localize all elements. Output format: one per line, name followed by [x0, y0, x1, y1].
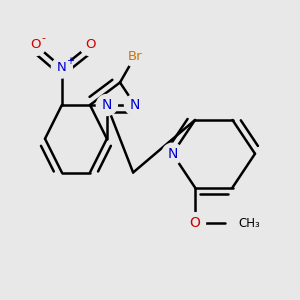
Text: O: O — [190, 216, 200, 230]
Text: O: O — [85, 38, 95, 52]
Text: N: N — [130, 98, 140, 112]
Circle shape — [184, 213, 206, 234]
Text: -: - — [42, 33, 46, 43]
Circle shape — [51, 57, 72, 78]
Text: Br: Br — [128, 50, 142, 63]
Circle shape — [124, 94, 146, 116]
Circle shape — [124, 46, 146, 67]
Text: CH₃: CH₃ — [238, 217, 260, 230]
Text: +: + — [66, 56, 74, 66]
Text: O: O — [30, 38, 41, 52]
Circle shape — [162, 143, 183, 164]
Circle shape — [25, 34, 46, 56]
Text: N: N — [57, 61, 67, 74]
Circle shape — [96, 94, 117, 116]
Circle shape — [80, 34, 100, 56]
Text: N: N — [102, 98, 112, 112]
Text: N: N — [167, 147, 178, 161]
